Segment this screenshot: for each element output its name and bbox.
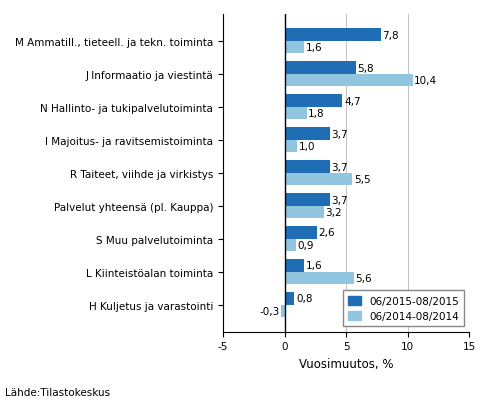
Bar	[285, 62, 356, 75]
Text: 4,7: 4,7	[344, 96, 360, 106]
Text: 0,8: 0,8	[296, 294, 312, 304]
Text: 5,5: 5,5	[354, 175, 370, 184]
Bar	[285, 42, 304, 55]
Text: 3,7: 3,7	[331, 129, 348, 139]
Text: Lähde:Tilastokeskus: Lähde:Tilastokeskus	[5, 387, 110, 397]
Text: -0,3: -0,3	[259, 306, 279, 316]
Bar	[285, 95, 343, 107]
Text: 1,8: 1,8	[308, 109, 325, 119]
Bar	[285, 128, 330, 140]
Text: 10,4: 10,4	[414, 76, 437, 86]
Text: 3,7: 3,7	[331, 162, 348, 172]
Bar	[281, 305, 285, 318]
Bar	[285, 107, 307, 120]
Text: 3,2: 3,2	[326, 208, 342, 217]
Bar	[285, 272, 354, 285]
Bar	[285, 161, 330, 173]
Bar	[285, 239, 296, 252]
Bar	[285, 173, 353, 186]
Bar	[285, 292, 295, 305]
Bar	[285, 29, 381, 42]
Bar	[285, 140, 297, 153]
Bar	[285, 259, 304, 272]
Text: 5,6: 5,6	[355, 273, 372, 283]
Bar	[285, 206, 324, 219]
X-axis label: Vuosimuutos, %: Vuosimuutos, %	[299, 357, 393, 370]
Text: 0,9: 0,9	[297, 241, 314, 250]
Bar	[285, 75, 413, 87]
Text: 1,6: 1,6	[306, 261, 323, 271]
Bar	[285, 227, 317, 239]
Text: 7,8: 7,8	[382, 30, 399, 41]
Legend: 06/2015-08/2015, 06/2014-08/2014: 06/2015-08/2015, 06/2014-08/2014	[343, 291, 464, 327]
Text: 1,0: 1,0	[299, 142, 315, 152]
Text: 3,7: 3,7	[331, 195, 348, 205]
Text: 2,6: 2,6	[318, 228, 335, 238]
Text: 1,6: 1,6	[306, 43, 323, 53]
Bar	[285, 194, 330, 206]
Text: 5,8: 5,8	[357, 63, 374, 73]
